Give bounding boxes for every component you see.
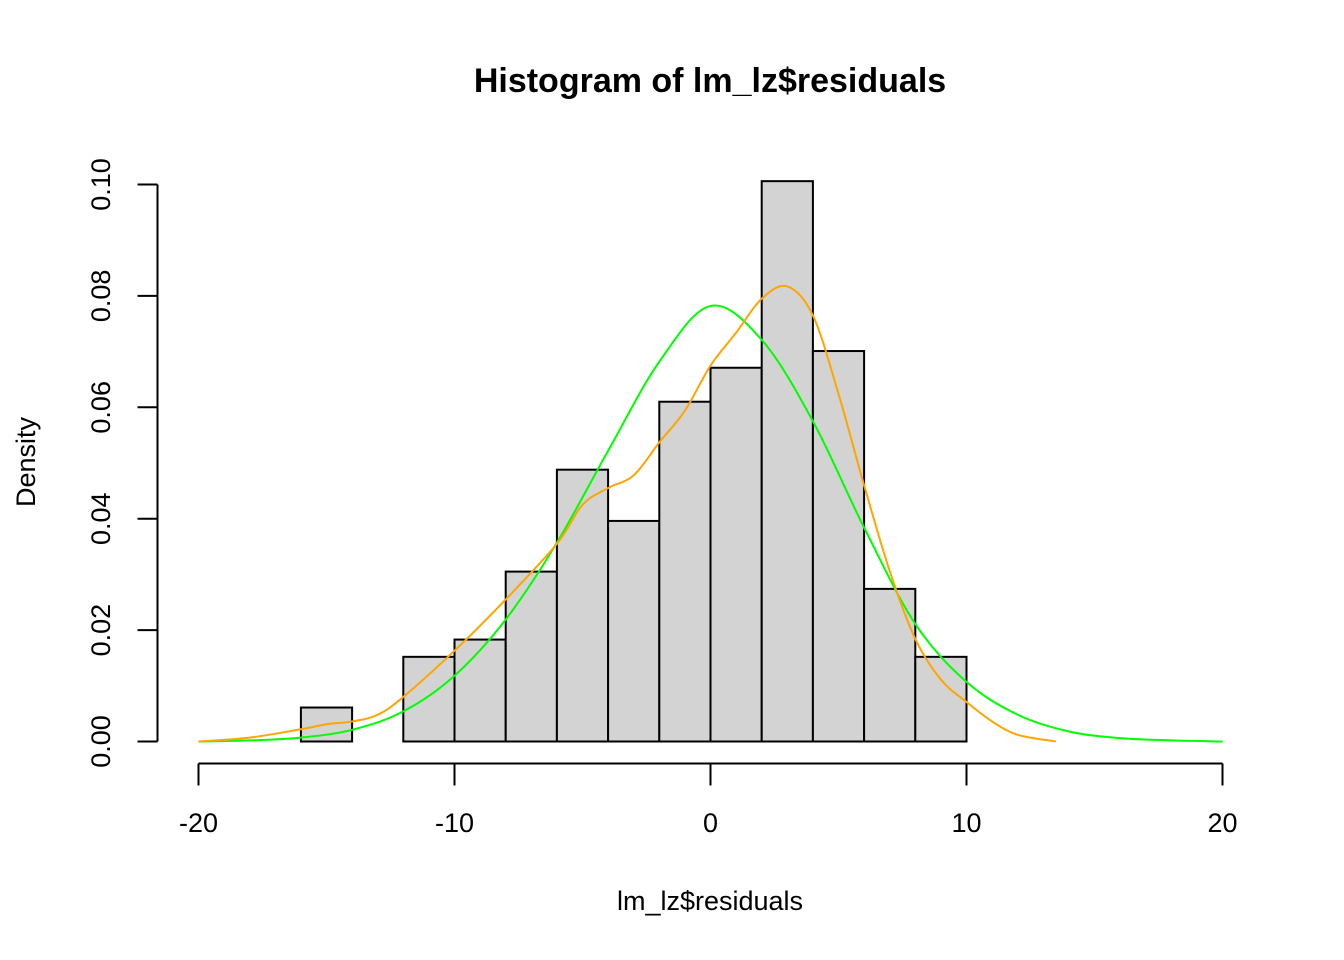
x-axis-label: lm_lz$residuals [617, 886, 803, 916]
y-axis: 0.00 0.02 0.04 0.06 0.08 0.10 [86, 158, 159, 768]
x-tick-label: 10 [951, 808, 981, 838]
histogram-bar [453, 638, 507, 743]
y-tick-label: 0.08 [86, 270, 116, 323]
normal-density-curve [198, 304, 1223, 743]
y-tick-label: 0.10 [86, 158, 116, 211]
histogram-bars [299, 180, 968, 743]
chart-title: Histogram of lm_lz$residuals [474, 62, 946, 100]
y-tick-label: 0.06 [86, 381, 116, 434]
y-tick-label: 0.04 [86, 492, 116, 545]
histogram-bar [555, 468, 610, 743]
histogram-bar [658, 400, 712, 743]
x-tick-label: 0 [703, 808, 718, 838]
histogram-bar [914, 655, 968, 743]
histogram-bar [863, 587, 917, 743]
y-tick-label: 0.00 [86, 715, 116, 768]
x-axis: -20 -10 0 10 20 [179, 762, 1238, 838]
histogram-bar [402, 655, 456, 743]
y-axis-label: Density [11, 416, 41, 507]
histogram-bar [607, 519, 661, 743]
x-tick-label: 20 [1207, 808, 1237, 838]
kernel-density-curve [198, 284, 1057, 743]
histogram-bar [760, 180, 814, 743]
density-curves [198, 284, 1223, 743]
x-tick-label: -10 [435, 808, 474, 838]
histogram-bar [709, 366, 763, 743]
histogram-bar [504, 570, 558, 743]
y-tick-label: 0.02 [86, 604, 116, 657]
x-tick-label: -20 [179, 808, 218, 838]
histogram-bar [811, 350, 866, 743]
